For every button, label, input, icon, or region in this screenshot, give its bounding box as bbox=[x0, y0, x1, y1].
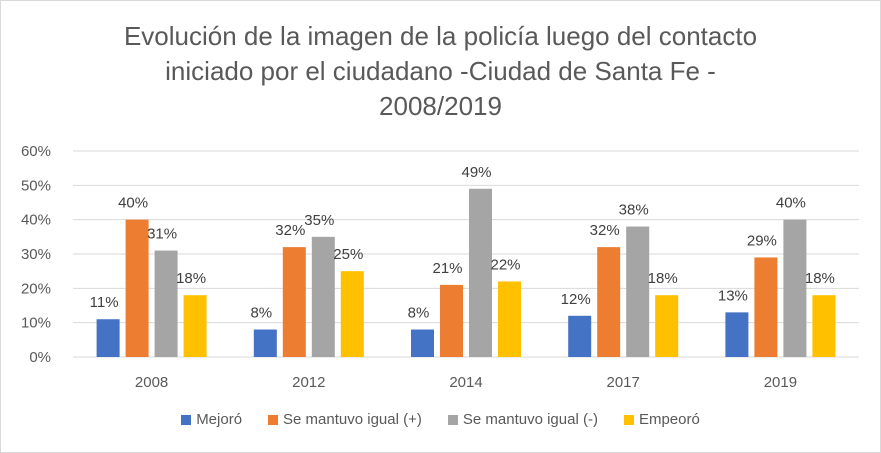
bar bbox=[125, 219, 149, 357]
data-label: 13% bbox=[718, 287, 748, 304]
data-label: 38% bbox=[619, 202, 649, 219]
legend-label: Empeoró bbox=[638, 411, 700, 428]
chart-title-line-2: iniciado por el ciudadano -Ciudad de San… bbox=[165, 56, 716, 86]
y-tick-label: 30% bbox=[21, 246, 51, 263]
data-label: 35% bbox=[304, 212, 334, 229]
data-label: 8% bbox=[408, 305, 430, 322]
bar bbox=[154, 250, 178, 357]
data-label: 25% bbox=[333, 246, 363, 263]
legend-label: Mejoró bbox=[196, 411, 243, 428]
x-tick-label: 2014 bbox=[449, 374, 482, 391]
bar bbox=[568, 315, 592, 357]
data-label: 21% bbox=[432, 260, 462, 277]
bar bbox=[253, 329, 277, 357]
data-label: 40% bbox=[776, 195, 806, 212]
chart-title-line-1: Evolución de la imagen de la policía lue… bbox=[123, 21, 758, 51]
chart-title: Evolución de la imagen de la policía lue… bbox=[1, 19, 880, 124]
bar bbox=[655, 295, 679, 357]
bar bbox=[311, 236, 335, 357]
bar bbox=[597, 247, 621, 357]
data-label: 18% bbox=[176, 270, 206, 287]
data-label: 11% bbox=[90, 294, 119, 311]
data-label: 18% bbox=[648, 270, 678, 287]
data-label: 22% bbox=[490, 256, 520, 273]
chart-legend: Mejoró Se mantuvo igual (+) Se mantuvo i… bbox=[1, 411, 880, 428]
bar bbox=[340, 271, 364, 357]
bar bbox=[469, 188, 492, 357]
legend-label: Se mantuvo igual (-) bbox=[462, 411, 598, 428]
legend-swatch bbox=[181, 414, 192, 425]
x-tick-label: 2019 bbox=[764, 374, 797, 391]
bar bbox=[183, 295, 207, 357]
y-tick-label: 60% bbox=[21, 143, 51, 160]
bar bbox=[812, 295, 836, 357]
bar bbox=[626, 226, 650, 357]
data-label: 32% bbox=[590, 222, 620, 239]
legend-swatch bbox=[447, 414, 458, 425]
y-tick-label: 0% bbox=[29, 349, 51, 366]
y-tick-label: 50% bbox=[21, 177, 51, 194]
legend-swatch bbox=[623, 414, 634, 425]
data-label: 32% bbox=[275, 222, 305, 239]
bar bbox=[440, 284, 463, 357]
data-label: 12% bbox=[561, 291, 591, 308]
data-label: 49% bbox=[461, 164, 491, 181]
legend-label: Se mantuvo igual (+) bbox=[283, 411, 422, 428]
bar bbox=[754, 257, 778, 357]
data-label: 40% bbox=[118, 195, 148, 212]
legend-swatch bbox=[268, 414, 279, 425]
bar bbox=[783, 219, 807, 357]
bar bbox=[96, 319, 120, 357]
data-label: 31% bbox=[147, 226, 177, 243]
legend-item-empeoro: Empeoró bbox=[623, 411, 700, 428]
bar bbox=[725, 312, 749, 357]
data-label: 8% bbox=[250, 305, 272, 322]
bar bbox=[282, 247, 306, 357]
data-label: 29% bbox=[747, 232, 777, 249]
legend-item-mejoro: Mejoró bbox=[181, 411, 242, 428]
chart-title-line-3: 2008/2019 bbox=[379, 91, 502, 121]
bar bbox=[498, 281, 521, 357]
legend-item-se-mantuvo-igual-mas: Se mantuvo igual (+) bbox=[268, 411, 422, 428]
y-tick-label: 10% bbox=[21, 315, 51, 332]
x-tick-label: 2012 bbox=[292, 374, 325, 391]
bar bbox=[411, 329, 434, 357]
x-tick-label: 2017 bbox=[607, 374, 640, 391]
y-tick-label: 20% bbox=[21, 280, 51, 297]
x-tick-label: 2008 bbox=[135, 374, 168, 391]
legend-item-se-mantuvo-igual-menos: Se mantuvo igual (-) bbox=[447, 411, 598, 428]
y-tick-label: 40% bbox=[21, 212, 51, 229]
data-label: 18% bbox=[805, 270, 835, 287]
